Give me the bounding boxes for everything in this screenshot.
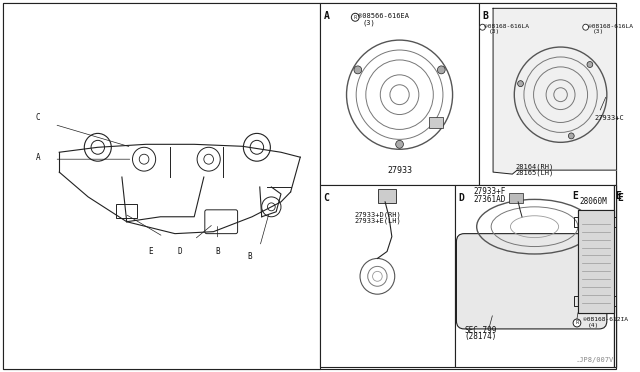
- Text: (3): (3): [489, 29, 500, 34]
- Text: 27933: 27933: [387, 166, 412, 174]
- Text: 27933+F: 27933+F: [474, 187, 506, 196]
- Text: 28060M: 28060M: [580, 197, 607, 206]
- Text: ®08168-616LA: ®08168-616LA: [588, 24, 632, 29]
- Text: SEC.799: SEC.799: [464, 326, 497, 335]
- Text: ®08168-612IA: ®08168-612IA: [583, 317, 628, 322]
- FancyBboxPatch shape: [319, 3, 479, 185]
- Text: E: E: [572, 191, 578, 201]
- Circle shape: [583, 24, 589, 30]
- Circle shape: [518, 81, 524, 87]
- Text: (3): (3): [593, 29, 604, 34]
- Text: ®08168-616LA: ®08168-616LA: [484, 24, 529, 29]
- FancyBboxPatch shape: [578, 210, 614, 313]
- Text: A: A: [323, 11, 329, 21]
- Text: .JP8/007V: .JP8/007V: [575, 357, 614, 363]
- Text: 28164(RH): 28164(RH): [515, 164, 554, 170]
- Text: 27361AD: 27361AD: [474, 195, 506, 204]
- FancyBboxPatch shape: [614, 185, 616, 367]
- FancyBboxPatch shape: [378, 189, 396, 203]
- Text: E: E: [616, 191, 621, 201]
- Circle shape: [573, 319, 581, 327]
- Text: E: E: [618, 193, 623, 203]
- FancyBboxPatch shape: [3, 3, 319, 369]
- FancyBboxPatch shape: [479, 3, 616, 185]
- Text: B: B: [248, 252, 252, 261]
- Circle shape: [396, 140, 403, 148]
- Text: C: C: [36, 113, 40, 122]
- FancyBboxPatch shape: [509, 193, 523, 203]
- Circle shape: [568, 133, 574, 139]
- Text: R: R: [353, 15, 357, 20]
- Text: 27933+D(RH): 27933+D(RH): [354, 212, 401, 218]
- FancyBboxPatch shape: [578, 210, 614, 313]
- FancyBboxPatch shape: [319, 185, 454, 367]
- FancyBboxPatch shape: [429, 116, 443, 128]
- Text: C: C: [323, 193, 329, 203]
- Text: R: R: [575, 320, 579, 326]
- FancyBboxPatch shape: [568, 185, 616, 367]
- Text: E: E: [148, 247, 153, 256]
- Circle shape: [438, 66, 445, 74]
- Text: B: B: [483, 11, 488, 21]
- Circle shape: [354, 66, 362, 74]
- Circle shape: [587, 61, 593, 67]
- Polygon shape: [493, 8, 616, 174]
- FancyBboxPatch shape: [614, 185, 616, 367]
- Text: 27933+E(LH): 27933+E(LH): [354, 218, 401, 224]
- Text: ®08566-616EA: ®08566-616EA: [358, 13, 409, 19]
- Text: 27933+C: 27933+C: [595, 115, 624, 121]
- Text: A: A: [36, 153, 40, 162]
- Circle shape: [479, 24, 485, 30]
- Text: (4): (4): [588, 323, 599, 328]
- Text: D: D: [458, 193, 464, 203]
- FancyBboxPatch shape: [3, 3, 616, 369]
- Text: 28165(LH): 28165(LH): [515, 170, 554, 176]
- Text: (28174): (28174): [464, 332, 497, 341]
- FancyBboxPatch shape: [454, 185, 614, 367]
- FancyBboxPatch shape: [456, 234, 607, 329]
- Circle shape: [351, 13, 359, 21]
- Text: B: B: [215, 247, 220, 256]
- Text: (3): (3): [363, 19, 376, 26]
- Text: D: D: [177, 247, 182, 256]
